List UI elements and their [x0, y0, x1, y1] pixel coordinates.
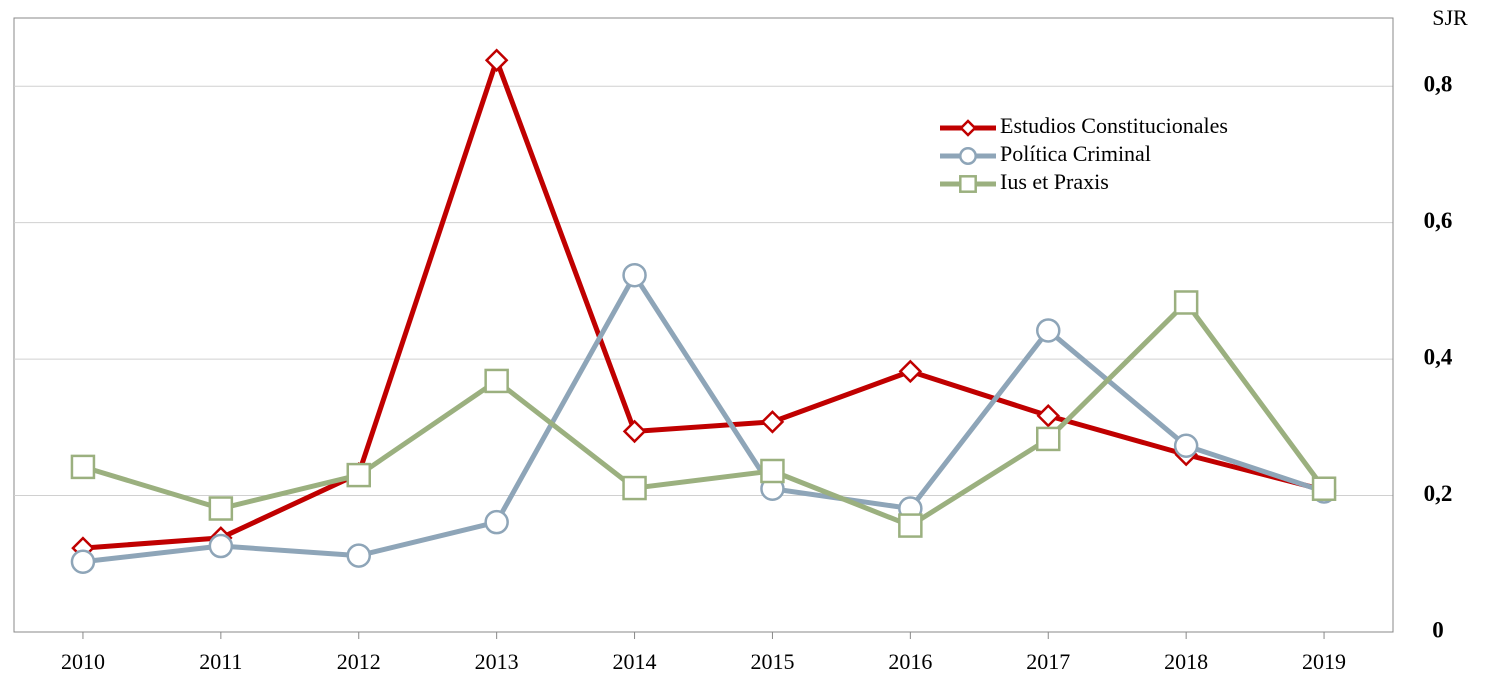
x-tick-label: 2013 [475, 649, 519, 674]
point [1311, 476, 1337, 501]
y-tick-label: 0 [1432, 617, 1444, 642]
point [208, 496, 234, 521]
point [70, 549, 96, 574]
point [959, 175, 977, 193]
point [1036, 318, 1061, 343]
point [484, 48, 509, 73]
point [959, 147, 977, 165]
y-axis-label: SJR [1432, 5, 1468, 30]
x-tick-label: 2017 [1026, 649, 1070, 674]
legend-label: Política Criminal [1000, 141, 1151, 166]
legend-label: Estudios Constitucionales [1000, 113, 1228, 138]
point [484, 509, 509, 535]
point [1036, 426, 1061, 452]
legend-label: Ius et Praxis [1000, 169, 1109, 194]
point [484, 368, 509, 394]
point [70, 454, 96, 480]
y-tick-label: 0,2 [1424, 481, 1453, 506]
x-tick-label: 2018 [1164, 649, 1208, 674]
point [208, 533, 234, 559]
point [760, 458, 785, 484]
series-line [82, 299, 1327, 529]
x-tick-label: 2011 [199, 649, 242, 674]
series-line [82, 272, 1325, 565]
point [622, 419, 647, 444]
x-tick-label: 2016 [888, 649, 932, 674]
x-tick-label: 2010 [61, 649, 105, 674]
point [898, 359, 923, 384]
x-tick-label: 2012 [337, 649, 381, 674]
point [622, 475, 647, 501]
x-tick-label: 2019 [1302, 649, 1346, 674]
x-tick-label: 2015 [750, 649, 794, 674]
point [346, 462, 371, 488]
point [1036, 403, 1061, 428]
point [959, 119, 977, 137]
point [760, 410, 785, 434]
series-line [82, 57, 1325, 551]
x-tick-label: 2014 [613, 649, 657, 674]
point [346, 543, 371, 568]
point [1173, 290, 1199, 315]
point [898, 513, 923, 538]
point [622, 262, 647, 288]
y-tick-label: 0,4 [1424, 344, 1453, 369]
y-tick-label: 0,8 [1424, 72, 1453, 97]
point [1173, 433, 1199, 459]
y-tick-label: 0,6 [1424, 208, 1453, 233]
